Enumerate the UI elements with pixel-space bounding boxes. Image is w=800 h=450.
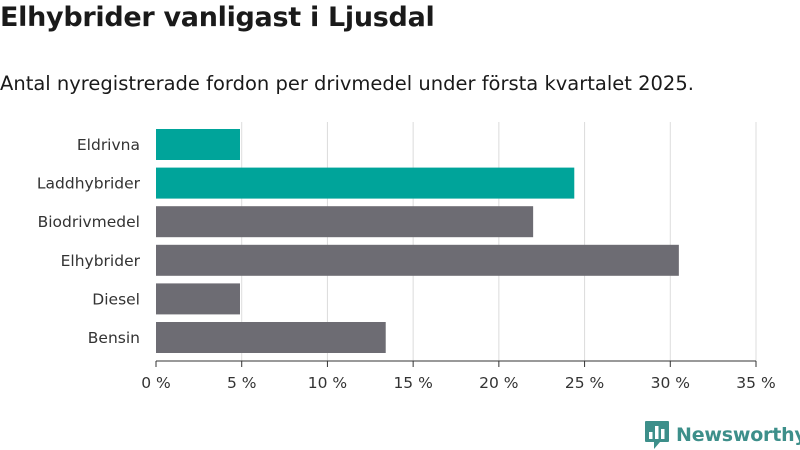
x-tick-label: 5 % — [227, 374, 257, 392]
x-tick-label: 0 % — [141, 374, 171, 392]
category-label: Eldrivna — [77, 136, 140, 154]
newsworthy-logo: Newsworthy — [644, 420, 800, 450]
category-labels: Eldrivna Laddhybrider Biodrivmedel Elhybrid… — [37, 136, 141, 347]
category-label: Laddhybrider — [37, 175, 141, 193]
chart-title: Elhybrider vanligast i Ljusdal — [0, 2, 435, 33]
x-tick-label: 25 % — [565, 374, 604, 392]
x-tick-label: 20 % — [479, 374, 518, 392]
bar — [156, 244, 679, 276]
logo-text: Newsworthy — [676, 424, 800, 446]
x-axis: 0 % 5 % 10 % 15 % 20 % 25 % 30 % 35 % — [141, 360, 776, 392]
chart-subtitle: Antal nyregistrerade fordon per drivmede… — [0, 72, 694, 95]
x-tick-label: 10 % — [308, 374, 347, 392]
bar — [156, 167, 575, 199]
x-tick-label: 30 % — [651, 374, 690, 392]
bar — [156, 322, 386, 353]
category-label: Diesel — [92, 290, 140, 308]
x-tick-label: 15 % — [393, 374, 432, 392]
bar — [156, 283, 240, 315]
x-tick-label: 35 % — [736, 374, 775, 392]
category-label: Bensin — [88, 329, 140, 347]
category-label: Elhybrider — [61, 252, 141, 270]
category-label: Biodrivmedel — [38, 213, 140, 231]
bar — [156, 129, 240, 160]
bar — [156, 206, 534, 238]
grid-lines — [241, 122, 757, 361]
bar-chart-speech-bubble-icon — [645, 421, 669, 449]
bars — [156, 129, 679, 353]
